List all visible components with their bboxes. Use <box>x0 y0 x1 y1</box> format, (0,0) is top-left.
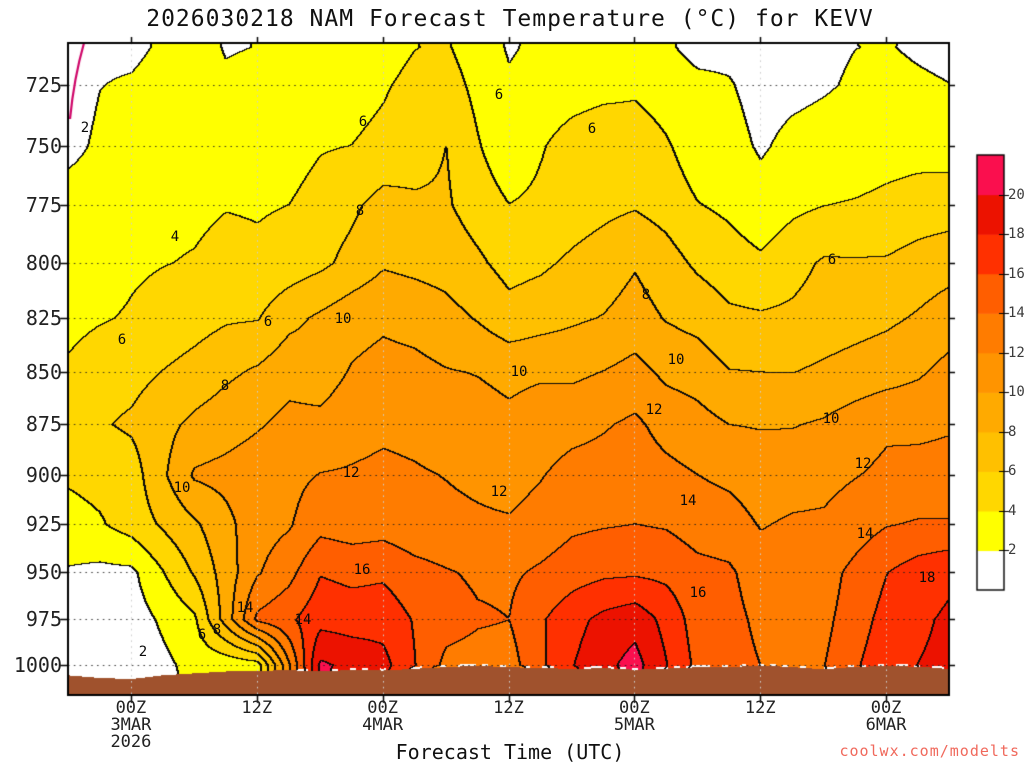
contour-label: 18 <box>918 570 936 586</box>
colorbar-label: 12 <box>1008 344 1024 361</box>
y-tick-label: 850 <box>25 359 62 384</box>
contour-label: 16 <box>689 585 707 601</box>
contour-label: 14 <box>679 493 697 509</box>
contour-label: 12 <box>490 484 508 500</box>
colorbar-label: 14 <box>1008 305 1024 322</box>
x-tick-label: 00Z <box>618 698 650 718</box>
watermark-link[interactable]: coolwx.com/modelts <box>839 742 1020 760</box>
contour-label: 6 <box>587 121 597 137</box>
y-tick-label: 925 <box>25 512 62 537</box>
contour-label: 6 <box>494 87 504 103</box>
x-tick-label: 5MAR <box>613 715 655 735</box>
contour-label: 2 <box>80 120 90 136</box>
x-tick-label: 4MAR <box>362 715 404 735</box>
contour-label: 6 <box>358 114 368 130</box>
colorbar-label: 10 <box>1008 384 1024 401</box>
contour-label: 6 <box>197 627 207 643</box>
contour-label: 8 <box>212 622 222 638</box>
contour-label: 6 <box>263 314 273 330</box>
x-axis-title: Forecast Time (UTC) <box>395 740 625 764</box>
contour-label: 10 <box>667 352 685 368</box>
colorbar-label: 8 <box>1008 423 1017 440</box>
y-tick-label: 900 <box>25 462 62 487</box>
y-tick-label: 875 <box>25 412 62 437</box>
x-tick-label: 3MAR <box>110 715 152 735</box>
x-tick-label: 12Z <box>744 698 776 718</box>
y-tick-label: 750 <box>25 134 62 159</box>
colorbar-label: 4 <box>1008 502 1017 519</box>
x-tick-label: 00Z <box>367 698 398 718</box>
colorbar-label: 20 <box>1008 186 1024 203</box>
x-tick-label: 6MAR <box>865 715 907 735</box>
x-tick-label: 00Z <box>870 698 902 718</box>
chart-title: 2026030218 NAM Forecast Temperature (°C)… <box>146 6 874 32</box>
contour-label: 4 <box>170 229 180 245</box>
colorbar-label: 18 <box>1008 226 1024 243</box>
colorbar-label: 16 <box>1008 265 1024 282</box>
y-tick-label: 1000 <box>13 653 62 677</box>
y-tick-label: 775 <box>25 193 62 218</box>
contour-label: 8 <box>220 378 230 394</box>
contour-label: 14 <box>236 600 254 616</box>
y-tick-label: 800 <box>25 250 62 275</box>
y-tick-label: 975 <box>25 607 62 632</box>
x-tick-label: 12Z <box>241 698 273 718</box>
colorbar-label: 6 <box>1008 463 1017 480</box>
y-tick-label: 950 <box>25 560 62 585</box>
contour-label: 14 <box>856 526 874 542</box>
contour-label: 8 <box>355 203 365 219</box>
contour-label: 10 <box>510 364 528 380</box>
contour-label: 8 <box>641 287 651 303</box>
contour-label: 6 <box>117 332 127 348</box>
contour-label: 14 <box>294 612 312 628</box>
x-tick-label: 12Z <box>493 698 524 718</box>
contour-label: 6 <box>827 252 837 268</box>
contour-label: 16 <box>353 562 371 578</box>
contour-label: 12 <box>342 465 360 481</box>
contour-label: 10 <box>173 480 191 496</box>
x-tick-label: 00Z <box>115 698 147 718</box>
contour-label: 2 <box>138 644 148 660</box>
contour-label: 10 <box>334 311 352 327</box>
colorbar-label: 2 <box>1008 542 1017 559</box>
contour-label: 10 <box>822 411 840 427</box>
y-tick-label: 725 <box>25 73 62 97</box>
contour-label: 12 <box>645 402 663 418</box>
contour-label: 12 <box>854 456 872 472</box>
y-tick-label: 825 <box>25 306 62 331</box>
x-tick-label: 2026 <box>110 732 152 752</box>
